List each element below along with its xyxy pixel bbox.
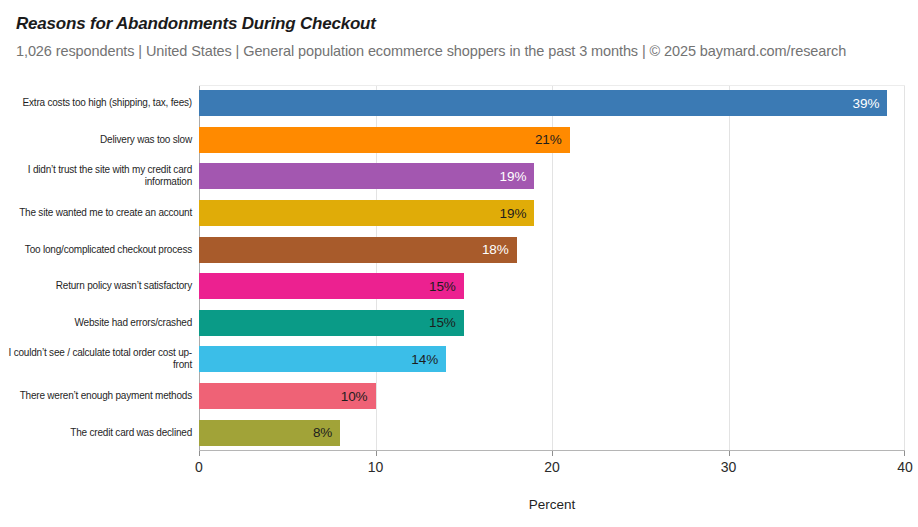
category-label: Too long/complicated checkout process (0, 244, 199, 256)
x-axis-tick-mark (904, 451, 905, 456)
bar-track: 19% (199, 163, 905, 189)
bar-track: 14% (199, 346, 905, 372)
x-axis-tick-label: 30 (721, 459, 737, 475)
bar-rows: Extra costs too high (shipping, tax, fee… (0, 85, 905, 451)
bar-row: I didn’t trust the site with my credit c… (0, 158, 905, 195)
value-label: 21% (535, 132, 570, 147)
x-axis-tick-label: 0 (195, 459, 203, 475)
bar-row: The credit card was declined 8% (0, 414, 905, 451)
bar-track: 21% (199, 127, 905, 153)
value-label: 19% (500, 169, 535, 184)
bar-track: 39% (199, 90, 905, 116)
bar-chart: Extra costs too high (shipping, tax, fee… (0, 85, 918, 527)
bar-row: I couldn’t see / calculate total order c… (0, 341, 905, 378)
category-label: The site wanted me to create an account (0, 207, 199, 219)
bar: 39% (199, 90, 887, 116)
bar-track: 15% (199, 310, 905, 336)
x-axis-tick-label: 10 (368, 459, 384, 475)
x-axis-tick-label: 40 (897, 459, 913, 475)
bar-track: 19% (199, 200, 905, 226)
bar-track: 10% (199, 383, 905, 409)
value-label: 15% (429, 279, 464, 294)
chart-title: Reasons for Abandonments During Checkout (16, 14, 908, 34)
bar: 8% (199, 420, 340, 446)
x-axis: 010203040 (199, 452, 905, 478)
value-label: 14% (411, 352, 446, 367)
category-label: Return policy wasn’t satisfactory (0, 280, 199, 292)
category-label: I didn’t trust the site with my credit c… (0, 164, 199, 188)
bar-row: The site wanted me to create an account 1… (0, 195, 905, 232)
bar: 19% (199, 163, 534, 189)
bar: 19% (199, 200, 534, 226)
bar-row: There weren’t enough payment methods 10% (0, 378, 905, 415)
x-axis-tick-label: 20 (544, 459, 560, 475)
chart-canvas: Reasons for Abandonments During Checkout… (0, 0, 918, 527)
value-label: 18% (482, 242, 517, 257)
category-label: Website had errors/crashed (0, 317, 199, 329)
value-label: 19% (500, 206, 535, 221)
bar-track: 18% (199, 237, 905, 263)
x-axis-tick-mark (552, 451, 553, 456)
bar: 18% (199, 237, 517, 263)
value-label: 8% (313, 425, 340, 440)
x-axis-tick-mark (199, 451, 200, 456)
value-label: 39% (853, 96, 888, 111)
chart-subtitle: 1,026 respondents | United States | Gene… (16, 43, 908, 59)
x-axis-tick-mark (729, 451, 730, 456)
chart-header: Reasons for Abandonments During Checkout… (16, 14, 908, 59)
x-axis-tick-mark (376, 451, 377, 456)
bar-row: Delivery was too slow 21% (0, 122, 905, 159)
bar: 15% (199, 273, 464, 299)
bar-track: 15% (199, 273, 905, 299)
category-label: I couldn’t see / calculate total order c… (0, 347, 199, 371)
bar: 15% (199, 310, 464, 336)
bar-row: Return policy wasn’t satisfactory 15% (0, 268, 905, 305)
x-axis-title: Percent (199, 497, 905, 512)
category-label: The credit card was declined (0, 427, 199, 439)
value-label: 15% (429, 315, 464, 330)
bar: 21% (199, 127, 570, 153)
bar-row: Extra costs too high (shipping, tax, fee… (0, 85, 905, 122)
bar-track: 8% (199, 420, 905, 446)
bar-row: Too long/complicated checkout process 18% (0, 231, 905, 268)
bar: 14% (199, 346, 446, 372)
category-label: There weren’t enough payment methods (0, 390, 199, 402)
bar: 10% (199, 383, 376, 409)
category-label: Delivery was too slow (0, 134, 199, 146)
value-label: 10% (341, 389, 376, 404)
bar-row: Website had errors/crashed 15% (0, 305, 905, 342)
category-label: Extra costs too high (shipping, tax, fee… (0, 97, 199, 109)
